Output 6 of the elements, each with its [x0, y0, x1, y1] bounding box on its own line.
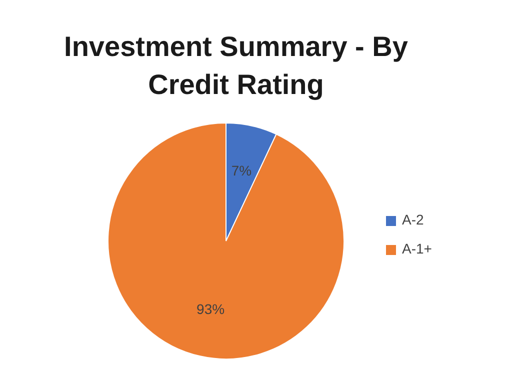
pie-slice	[108, 122, 344, 360]
data-label: 93%	[196, 300, 225, 317]
legend-label: A-1+	[402, 240, 432, 257]
chart-title: Investment Summary - By Credit Rating	[64, 31, 408, 100]
data-label: 7%	[231, 162, 252, 179]
legend-label: A-2	[402, 212, 424, 228]
